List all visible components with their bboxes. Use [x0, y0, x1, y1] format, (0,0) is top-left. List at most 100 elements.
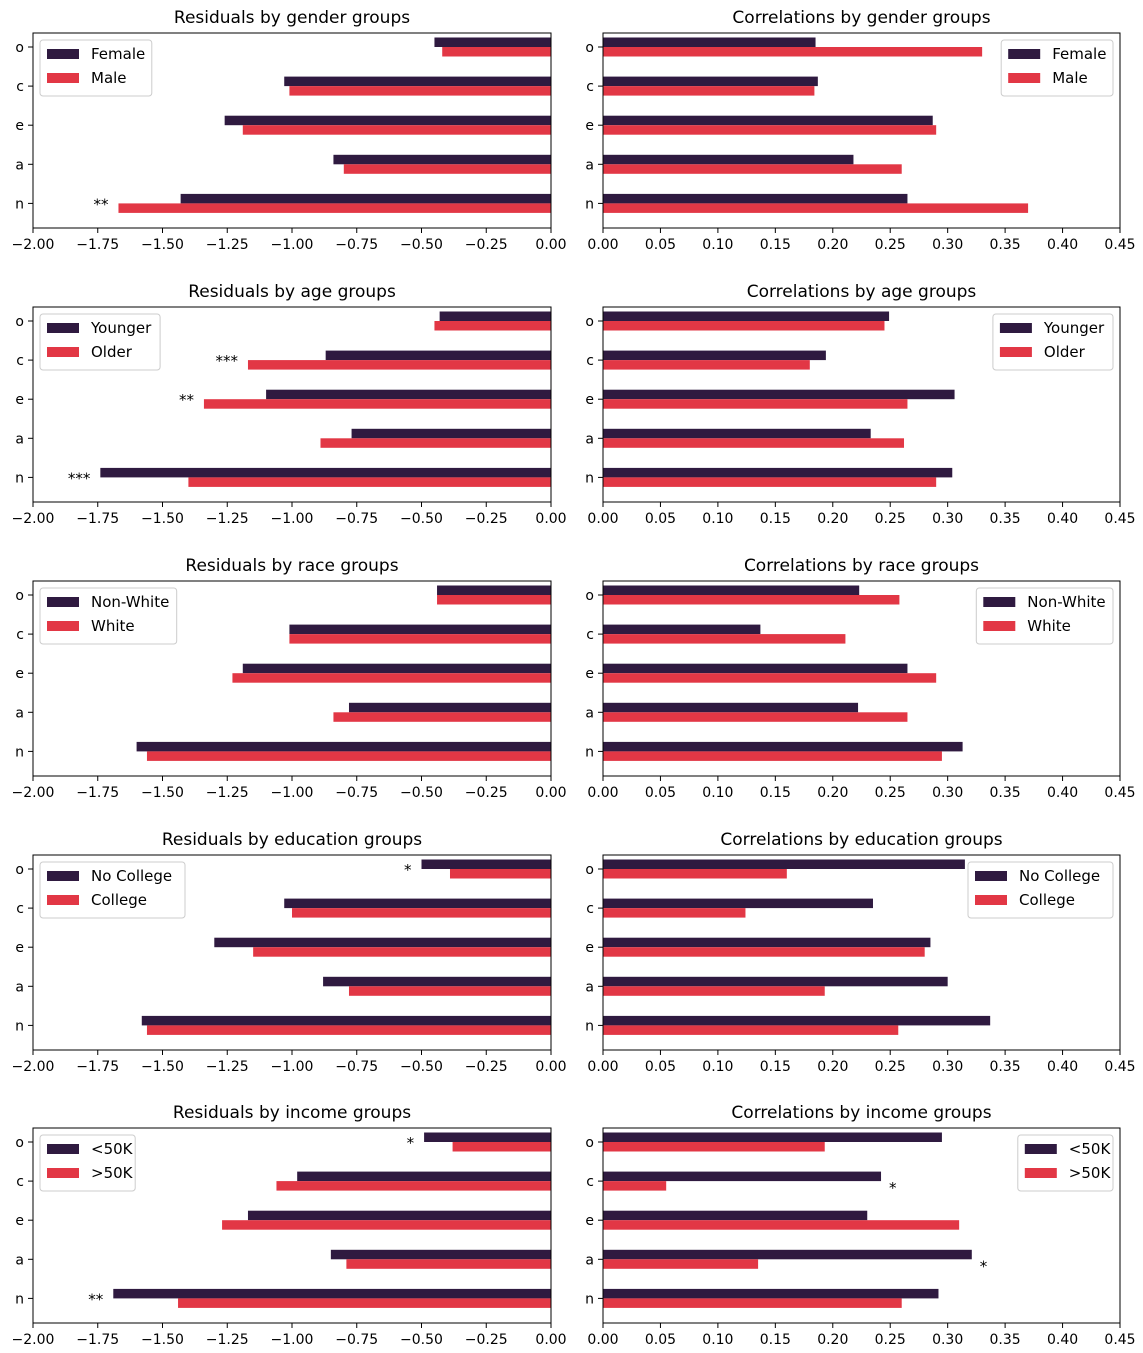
x-tick-label: −1.75 [76, 237, 119, 253]
x-tick-label: 0.30 [932, 1332, 963, 1348]
bar-e-1 [242, 125, 552, 135]
x-tick-label: 0.15 [760, 237, 791, 253]
legend-label: Younger [1043, 319, 1105, 337]
bar-a-0 [333, 154, 551, 165]
bar-n-0 [603, 193, 908, 204]
y-tick-label: n [585, 196, 594, 212]
x-tick-label: −1.25 [206, 237, 249, 253]
y-tick-label: e [585, 940, 594, 956]
bar-n-1 [603, 1025, 899, 1035]
bar-a-1 [346, 1259, 551, 1269]
x-tick-label: 0.45 [1104, 1332, 1135, 1348]
bar-o-0 [421, 859, 551, 869]
y-tick-label: a [15, 705, 24, 721]
bar-a-0 [603, 1249, 972, 1260]
chart-panel-5: Correlations by race groups o c e a n 0.00 0.05… [585, 556, 1135, 801]
x-tick-label: 0.15 [760, 785, 791, 801]
bar-a-0 [603, 976, 948, 987]
bar-o-1 [452, 1142, 551, 1152]
bar-n-0 [603, 467, 953, 478]
bar-n-0 [113, 1288, 551, 1299]
bar-e-0 [603, 937, 931, 948]
chart-panel-4: Residuals by race groups o c e a n −2.00 −1.75 −… [12, 556, 567, 801]
x-tick-label: 0.20 [817, 1332, 848, 1348]
x-tick-label: 0.35 [990, 1059, 1021, 1075]
bar-c-0 [297, 1171, 551, 1182]
legend-swatch [47, 73, 79, 83]
significance-marker: * [404, 861, 412, 879]
legend: No College College [967, 861, 1114, 919]
y-tick-label: o [15, 862, 24, 878]
x-tick-label: −0.25 [465, 237, 508, 253]
bar-o-0 [603, 1132, 942, 1142]
bar-o-1 [603, 595, 900, 605]
x-tick-label: −0.75 [335, 785, 378, 801]
legend-label: Female [1052, 45, 1106, 63]
x-tick-label: 0.05 [645, 785, 676, 801]
chart-title: Correlations by income groups [731, 1103, 991, 1123]
chart-panel-8: Residuals by income groupsocean***−2.00−… [12, 1103, 567, 1348]
y-tick-label: e [585, 1213, 594, 1229]
legend-label: White [91, 617, 135, 635]
bar-c-1 [603, 908, 746, 918]
bar-e-0 [242, 663, 552, 674]
y-tick-label: a [15, 1252, 24, 1268]
y-tick-label: e [15, 118, 24, 134]
legend-label: No College [1019, 867, 1100, 885]
y-tick-label: e [585, 666, 594, 682]
bar-a-1 [333, 712, 551, 722]
y-tick-label: o [15, 40, 24, 56]
legend-swatch [47, 871, 79, 881]
y-tick-label: o [585, 862, 594, 878]
bar-o-0 [603, 311, 890, 321]
x-tick-label: 0.05 [645, 237, 676, 253]
chart-title: Residuals by race groups [185, 556, 398, 576]
bar-a-1 [603, 438, 905, 448]
bar-e-0 [266, 389, 551, 400]
bar-a-0 [330, 1249, 551, 1260]
y-tick-label: n [15, 470, 24, 486]
legend-swatch [975, 895, 1007, 905]
x-tick-label: −1.25 [206, 1332, 249, 1348]
y-tick-label: c [16, 1174, 24, 1190]
bar-o-1 [434, 321, 551, 331]
y-tick-label: c [586, 353, 594, 369]
x-tick-label: 0.00 [535, 785, 566, 801]
x-tick-label: 0.10 [702, 511, 733, 527]
bar-n-1 [118, 203, 551, 213]
bar-e-0 [224, 115, 551, 126]
significance-marker: * [889, 1179, 897, 1197]
x-tick-label: 0.45 [1104, 1059, 1135, 1075]
bar-c-0 [284, 898, 551, 909]
bar-o-1 [449, 869, 551, 879]
x-tick-label: −1.25 [206, 785, 249, 801]
y-tick-label: n [15, 196, 24, 212]
chart-panel-0: Residuals by gender groups o c e a n ** −2.00 −1… [12, 8, 567, 253]
x-tick-label: 0.30 [932, 511, 963, 527]
x-tick-label: 0.25 [875, 1059, 906, 1075]
bar-o-0 [603, 37, 816, 47]
x-tick-label: 0.25 [875, 511, 906, 527]
plot-frame [602, 580, 1121, 777]
x-tick-label: −1.75 [76, 785, 119, 801]
legend-label: Older [1044, 343, 1086, 361]
x-tick-label: 0.05 [645, 511, 676, 527]
legend-swatch [47, 895, 79, 905]
bar-n-1 [603, 203, 1029, 213]
y-tick-label: o [585, 40, 594, 56]
significance-marker: * [407, 1134, 415, 1152]
legend-label: Male [91, 69, 127, 87]
x-tick-label: −1.50 [141, 1059, 184, 1075]
legend-label: Older [91, 343, 133, 361]
bar-a-0 [323, 976, 551, 987]
bar-n-1 [603, 477, 937, 487]
chart-title: Correlations by gender groups [732, 8, 990, 28]
y-tick-label: e [585, 392, 594, 408]
bar-c-0 [603, 76, 818, 87]
legend: No College College [39, 861, 186, 919]
y-tick-label: c [586, 627, 594, 643]
plot-frame [602, 1127, 1121, 1324]
bar-o-0 [424, 1132, 551, 1142]
y-tick-label: c [16, 79, 24, 95]
x-tick-label: −1.25 [206, 511, 249, 527]
